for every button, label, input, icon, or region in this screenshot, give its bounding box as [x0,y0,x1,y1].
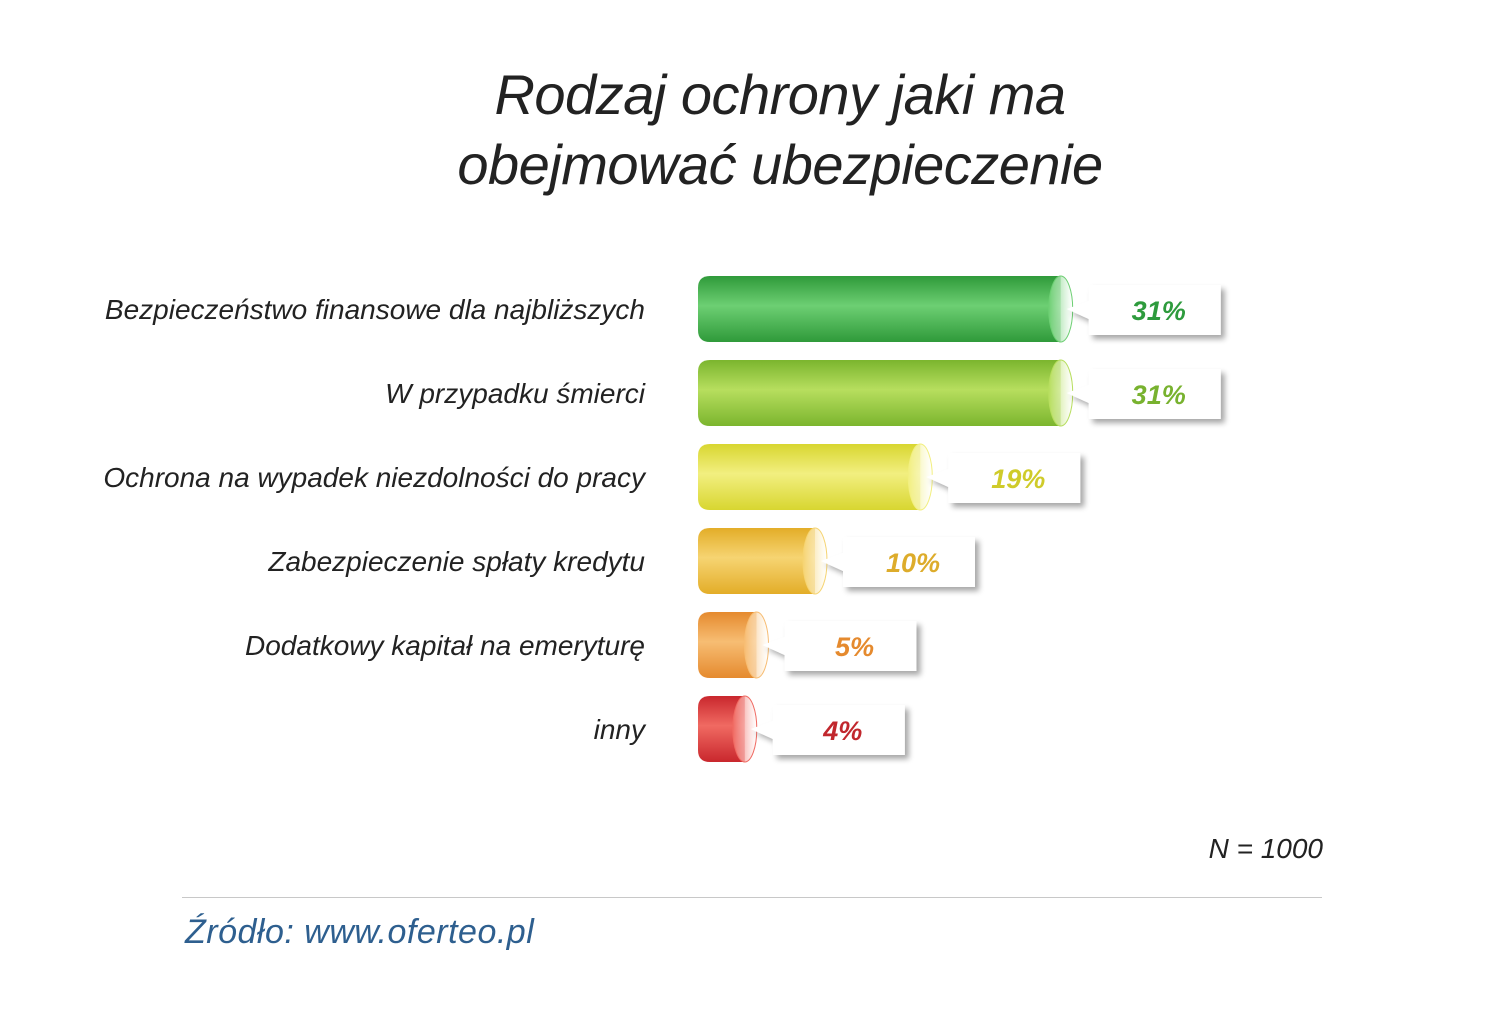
bar [698,612,757,678]
value-callout [926,453,1081,503]
value-callout [1066,285,1221,335]
value-label: 5% [835,632,874,662]
value-label: 19% [991,464,1045,494]
chart-title-line-1: Rodzaj ochrony jaki ma [494,63,1066,126]
bar [698,276,1061,342]
category-label: W przypadku śmierci [385,378,646,409]
value-label: 31% [1132,296,1186,326]
bar [698,444,921,510]
value-callout [750,705,905,755]
category-label: inny [594,714,647,745]
divider [182,897,1322,898]
category-label: Zabezpieczenie spłaty kredytu [267,546,645,577]
source-label: Źródło: www.oferteo.pl [185,913,535,951]
category-label: Bezpieczeństwo finansowe dla najbliższyc… [105,294,645,325]
category-label: Dodatkowy kapitał na emeryturę [245,630,645,661]
value-label: 31% [1132,380,1186,410]
value-label: 4% [822,716,862,746]
value-callout [821,537,975,587]
bar [698,528,815,594]
value-callout [762,621,917,671]
category-label: Ochrona na wypadek niezdolności do pracy [103,462,647,493]
value-label: 10% [886,548,940,578]
sample-size-label: N = 1000 [1208,833,1323,864]
bar [698,360,1061,426]
chart-title-line-2: obejmować ubezpieczenie [457,133,1103,196]
chart-title: Rodzaj ochrony jaki ma obejmować ubezpie… [0,60,1505,200]
bar [698,696,745,762]
value-callout [1066,369,1221,419]
